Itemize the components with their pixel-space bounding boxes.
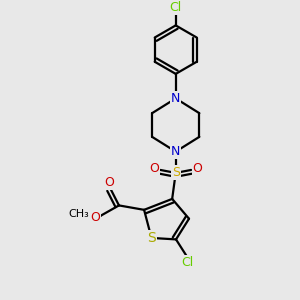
Text: O: O bbox=[104, 176, 114, 189]
Text: O: O bbox=[90, 211, 100, 224]
Text: S: S bbox=[147, 231, 156, 245]
Text: Cl: Cl bbox=[182, 256, 194, 269]
Text: CH₃: CH₃ bbox=[69, 209, 89, 219]
Text: N: N bbox=[171, 92, 180, 105]
Text: Cl: Cl bbox=[169, 1, 182, 13]
Text: O: O bbox=[149, 162, 159, 175]
Text: N: N bbox=[171, 145, 180, 158]
Text: O: O bbox=[193, 162, 202, 175]
Text: S: S bbox=[172, 167, 180, 179]
